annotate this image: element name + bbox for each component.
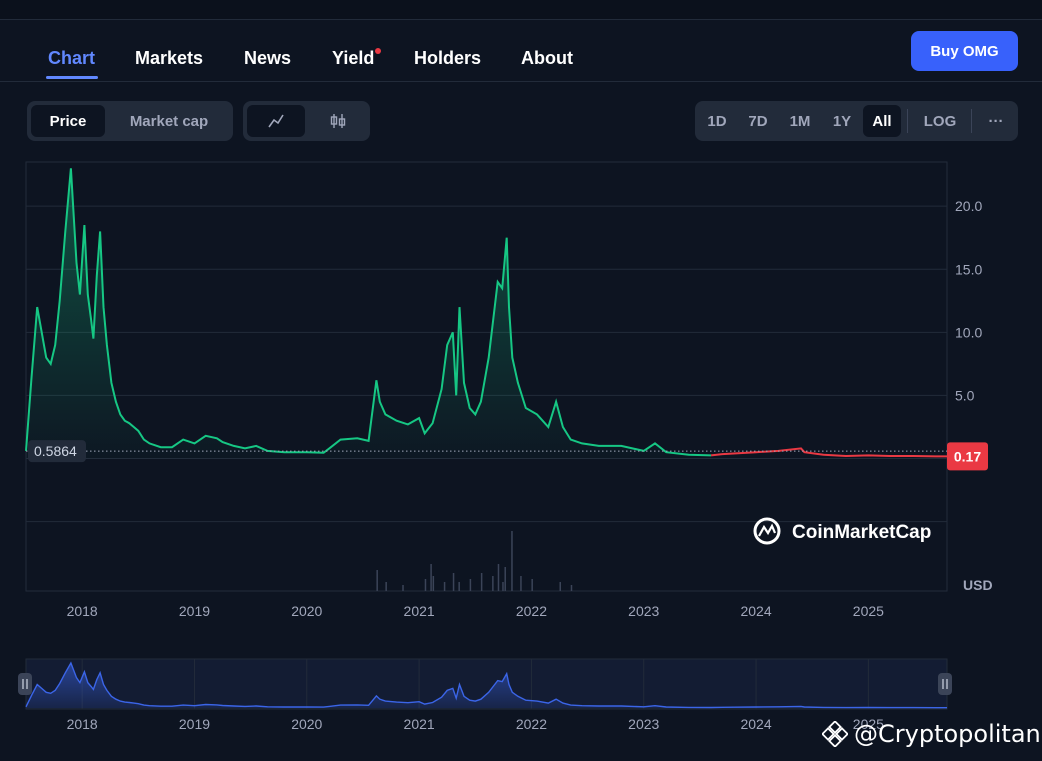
tab-markets[interactable]: Markets — [135, 48, 204, 68]
plot-frame — [25, 161, 948, 592]
range-7d-button[interactable]: 7D — [748, 112, 768, 130]
volume-bar — [385, 582, 387, 591]
range-all-button[interactable]: All — [863, 105, 901, 137]
candlestick-button[interactable] — [309, 105, 366, 137]
volume-bar — [424, 579, 427, 591]
reference-price-tag — [28, 440, 86, 463]
volume-bar — [480, 573, 483, 591]
volume-bar — [531, 579, 533, 591]
price-area-fill — [26, 168, 712, 459]
toolbar-divider — [971, 109, 972, 133]
active-tab-indicator — [46, 76, 98, 79]
navigator-tick-label: 2019 — [179, 716, 210, 732]
volume-bar — [469, 579, 472, 591]
tab-chart[interactable]: Chart — [48, 48, 96, 68]
volume-bar — [492, 576, 494, 591]
volume-bar — [376, 570, 378, 591]
coinmarketcap-logo — [753, 517, 781, 545]
chart-type-toggle — [243, 101, 370, 141]
toolbar-divider — [907, 109, 908, 133]
navigator-tick-label: 2023 — [628, 716, 659, 732]
range-1m-button[interactable]: 1M — [789, 112, 811, 130]
reference-price-label: 0.5864 — [34, 443, 77, 459]
candlestick-icon — [330, 114, 345, 128]
volume-bar — [497, 564, 500, 591]
tab-news[interactable]: News — [244, 48, 292, 68]
market-cap-button[interactable]: Market cap — [129, 112, 209, 130]
x-tick-label: 2018 — [67, 603, 98, 619]
more-options-button[interactable]: ··· — [988, 112, 1004, 130]
volume-bar — [402, 585, 404, 591]
volume-bar — [458, 582, 460, 591]
watermark: @Cryptopolitan — [822, 720, 1041, 748]
y-tick-label: 20.0 — [955, 198, 982, 214]
volume-bar — [511, 531, 513, 591]
tab-holders[interactable]: Holders — [414, 48, 482, 68]
line-chart-icon — [268, 114, 284, 128]
time-range-selector: 1D 7D 1M 1Y All LOG ··· — [695, 101, 1018, 141]
x-tick-label: 2024 — [740, 603, 771, 619]
notification-dot-icon — [375, 48, 381, 54]
volume-bar — [504, 567, 506, 591]
page-nav: Chart Markets News Yield Holders About B… — [0, 20, 1042, 82]
y-tick-label: 10.0 — [955, 324, 982, 340]
navigator-tick-label: 2021 — [404, 716, 435, 732]
volume-bar — [570, 585, 573, 591]
metric-toggle: Price Market cap — [27, 101, 233, 141]
range-1d-button[interactable]: 1D — [707, 112, 727, 130]
x-tick-label: 2020 — [291, 603, 322, 619]
watermark-text: @Cryptopolitan — [854, 720, 1041, 748]
volume-bar — [559, 582, 562, 591]
tab-about[interactable]: About — [521, 48, 573, 68]
x-tick-label: 2022 — [516, 603, 547, 619]
current-price-label: 0.17 — [954, 448, 981, 464]
line-chart-button[interactable] — [247, 105, 305, 137]
volume-bar — [443, 582, 446, 591]
currency-label: USD — [963, 577, 993, 593]
top-edge-strip — [0, 0, 1042, 20]
price-line-down — [710, 447, 947, 458]
volume-bar — [520, 576, 522, 591]
navigator-tick-label: 2018 — [67, 716, 98, 732]
volume-bar — [452, 573, 455, 591]
price-line-up — [25, 168, 712, 457]
volume-bar — [430, 564, 432, 591]
y-tick-label: 15.0 — [955, 261, 982, 277]
x-tick-label: 2019 — [179, 603, 210, 619]
navigator-area — [26, 663, 947, 708]
navigator-line — [25, 661, 947, 709]
buy-button[interactable]: Buy OMG — [911, 31, 1018, 71]
price-button[interactable]: Price — [31, 105, 105, 137]
x-tick-label: 2025 — [853, 603, 884, 619]
navigator-tick-label: 2022 — [516, 716, 547, 732]
tab-yield[interactable]: Yield — [332, 48, 375, 68]
log-scale-button[interactable]: LOG — [923, 112, 957, 130]
volume-bar — [502, 582, 504, 591]
y-tick-label: 5.0 — [955, 387, 975, 403]
current-price-tag — [947, 442, 988, 471]
navigator-tick-label: 2025 — [853, 716, 884, 732]
navigator-tick-label: 2024 — [740, 716, 771, 732]
navigator-left-handle[interactable] — [18, 673, 32, 695]
navigator-right-handle[interactable] — [938, 673, 952, 695]
x-tick-label: 2021 — [404, 603, 435, 619]
x-tick-label: 2023 — [628, 603, 659, 619]
volume-bar — [432, 576, 435, 591]
navigator-tick-label: 2020 — [291, 716, 322, 732]
binance-diamond-icon — [822, 721, 848, 747]
range-1y-button[interactable]: 1Y — [832, 112, 852, 130]
brand-label: CoinMarketCap — [792, 522, 931, 543]
